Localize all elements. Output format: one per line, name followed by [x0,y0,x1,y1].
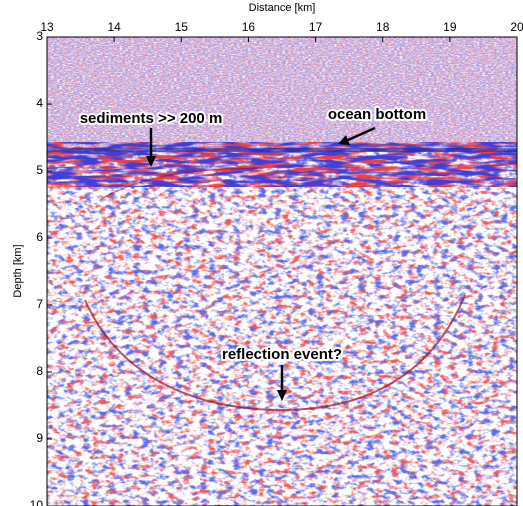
y-tick-label: 9 [36,431,43,445]
y-tick-label: 10 [30,498,44,506]
x-tick-label: 18 [376,20,390,34]
x-tick-label: 15 [175,20,189,34]
x-tick-label: 20 [510,20,523,34]
y-axis-label: Depth [km] [12,244,24,297]
annotation: sediments >> 200 m [80,110,223,127]
seismic-image [47,37,517,506]
y-tick-label: 3 [36,29,43,43]
y-tick-label: 7 [36,297,43,311]
x-tick-label: 17 [309,20,323,34]
annotation: ocean bottom [328,106,426,123]
y-tick-label: 8 [36,364,43,378]
y-tick-label: 6 [36,230,43,244]
y-tick-label: 5 [36,163,43,177]
x-tick-label: 16 [242,20,256,34]
x-tick-label: 19 [443,20,457,34]
x-tick-label: 14 [107,20,121,34]
x-axis-label: Distance [km] [249,2,316,14]
annotation: reflection event? [222,346,342,363]
chart: Distance [km] Depth [km] sediments >> 20… [0,0,523,506]
y-tick-label: 4 [36,96,43,110]
